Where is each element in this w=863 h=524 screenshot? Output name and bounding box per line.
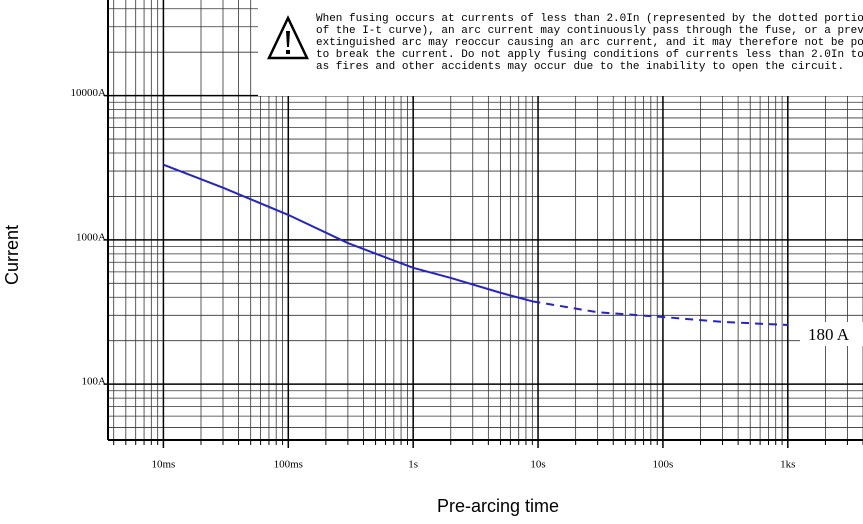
x-axis-label: Pre-arcing time — [437, 496, 559, 516]
x-tick-label: 1ks — [780, 459, 795, 471]
y-axis-label: Current — [2, 225, 22, 285]
curve — [532, 300, 788, 326]
warning-text: When fusing occurs at currents of less t… — [316, 13, 863, 25]
annotation-background — [800, 322, 863, 346]
y-tick-label: 100A — [82, 376, 107, 388]
x-tick-label: 10s — [530, 459, 545, 471]
x-tick-label: 100s — [653, 459, 674, 471]
x-tick-label: 1s — [408, 459, 418, 471]
warning-box: When fusing occurs at currents of less t… — [258, 0, 863, 96]
y-tick-label: 1000A — [76, 231, 106, 243]
annotation: 180 A — [808, 325, 850, 344]
warning-text: to break the current. Do not apply fusin… — [316, 49, 863, 61]
warning-text: as fires and other accidents may occur d… — [316, 61, 844, 73]
warning-text: of the I-t curve), an arc current may co… — [316, 25, 863, 37]
x-tick-label: 10ms — [151, 459, 175, 471]
warning-text: extinguished arc may reoccur causing an … — [316, 37, 863, 49]
y-tick-label: 10000A — [71, 87, 107, 99]
x-tick-label: 100ms — [274, 459, 303, 471]
warning-mark — [286, 31, 290, 54]
warning-background — [258, 0, 863, 96]
curve — [163, 163, 533, 303]
